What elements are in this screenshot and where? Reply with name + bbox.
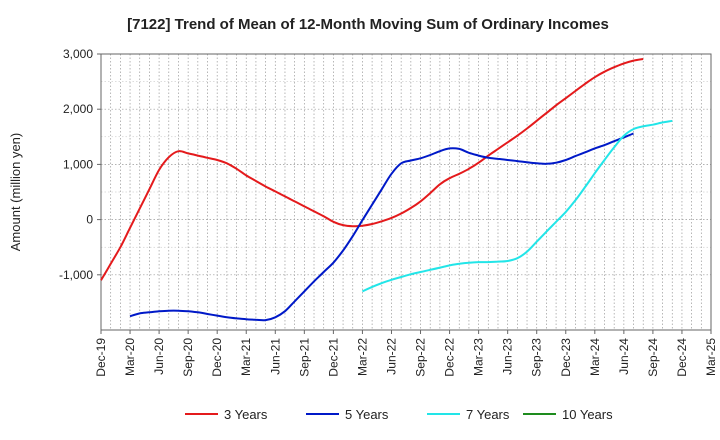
x-tick-label: Dec-19 — [94, 338, 108, 377]
x-tick-label: Mar-21 — [239, 338, 253, 376]
series-layer — [100, 58, 673, 322]
x-tick-label: Mar-25 — [704, 338, 718, 376]
chart-title: [7122] Trend of Mean of 12-Month Moving … — [127, 16, 609, 33]
y-tick-label: 0 — [86, 213, 93, 227]
legend-label: 3 Years — [224, 407, 268, 422]
x-tick-label: Jun-20 — [152, 338, 166, 375]
x-tick-label: Mar-24 — [588, 338, 602, 376]
x-tick-label: Mar-22 — [355, 338, 369, 376]
y-axis-ticks: -1,000 0 1,000 2,000 3,000 — [59, 47, 101, 282]
x-tick-label: Jun-23 — [501, 338, 515, 375]
x-tick-label: Dec-24 — [675, 338, 689, 377]
legend-label: 7 Years — [466, 407, 510, 422]
x-tick-label: Dec-21 — [326, 338, 340, 377]
y-tick-label: 2,000 — [63, 102, 93, 116]
y-axis-label: Amount (million yen) — [8, 133, 23, 252]
x-tick-label: Sep-24 — [646, 338, 660, 377]
x-tick-label: Sep-21 — [297, 338, 311, 377]
x-tick-label: Dec-20 — [210, 338, 224, 377]
legend-label: 10 Years — [562, 407, 613, 422]
x-tick-label: Jun-21 — [268, 338, 282, 375]
x-tick-label: Mar-23 — [472, 338, 486, 376]
x-tick-label: Sep-20 — [181, 338, 195, 377]
x-tick-label: Mar-20 — [123, 338, 137, 376]
plot-area — [100, 53, 712, 331]
series-line-3-years — [100, 58, 644, 281]
legend: 3 Years 5 Years 7 Years 10 Years — [185, 407, 613, 422]
x-tick-label: Sep-22 — [414, 338, 428, 377]
x-tick-label: Sep-23 — [530, 338, 544, 377]
legend-label: 5 Years — [345, 407, 389, 422]
y-tick-label: 3,000 — [63, 47, 93, 61]
x-tick-label: Dec-23 — [559, 338, 573, 377]
x-axis-ticks: Dec-19 Mar-20 Jun-20 Sep-20 Dec-20 Mar-21 Jun-… — [94, 330, 718, 377]
series-line-5-years — [129, 132, 634, 322]
x-tick-label: Dec-22 — [443, 338, 457, 377]
grid — [101, 53, 711, 330]
y-tick-label: 1,000 — [63, 157, 93, 171]
series-line-7-years — [361, 119, 673, 293]
x-tick-label: Jun-24 — [617, 338, 631, 375]
y-tick-label: -1,000 — [59, 268, 93, 282]
x-tick-label: Jun-22 — [384, 338, 398, 375]
